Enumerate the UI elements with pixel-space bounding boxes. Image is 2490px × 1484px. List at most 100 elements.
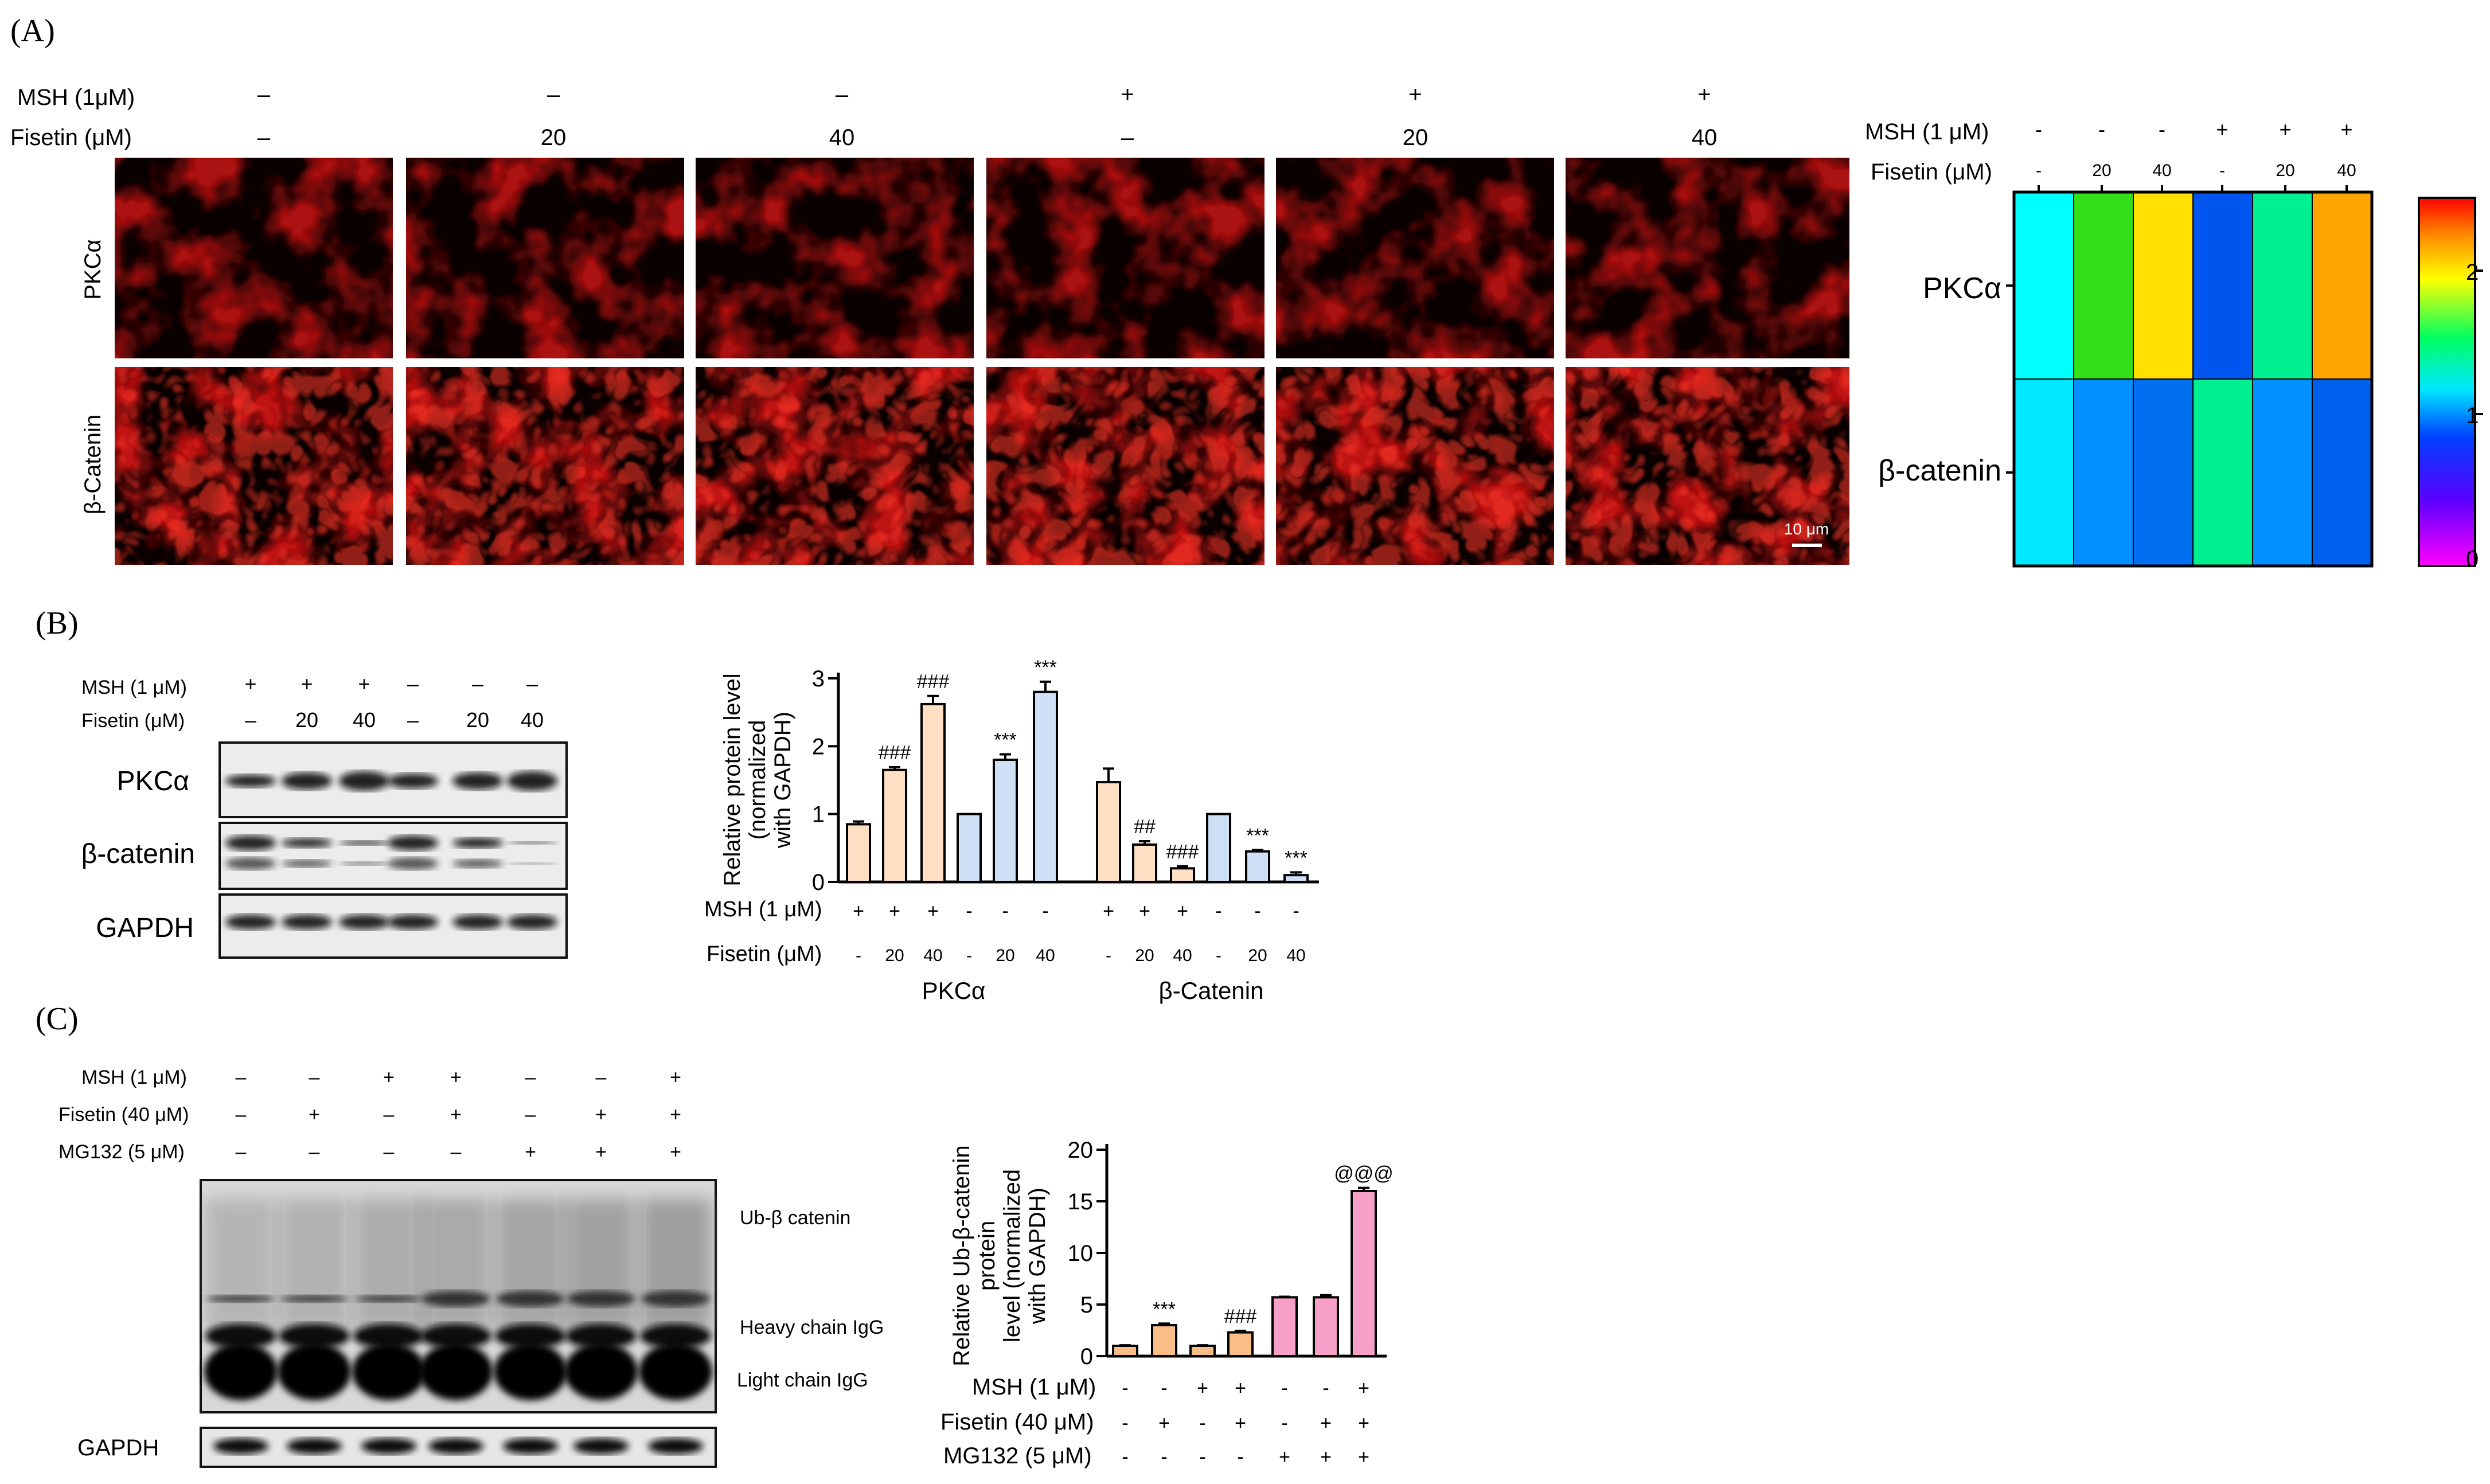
- significance-mark: ###: [1166, 841, 1199, 863]
- significance-mark: ***: [1034, 657, 1057, 678]
- bar: [993, 759, 1018, 883]
- panel-c-sign: +: [450, 1104, 462, 1126]
- y-tick-label: 0: [1080, 1344, 1093, 1369]
- chart-b-msh-sign: -: [1002, 900, 1008, 922]
- significance-mark: ***: [994, 729, 1017, 751]
- bar: [1151, 1324, 1177, 1357]
- fluorescence-image: [1276, 367, 1554, 565]
- y-axis-label: (normalized: [745, 720, 770, 840]
- significance-mark: ###: [1224, 1306, 1257, 1327]
- panel-c-sign: +: [670, 1104, 681, 1126]
- panel-a-msh-sign: –: [257, 82, 271, 107]
- chart-b-group-label-pkc: PKCα: [922, 977, 986, 1004]
- chart-b-fisetin-value: 40: [1286, 946, 1305, 965]
- chart-b-fisetin-value: 40: [1173, 946, 1192, 965]
- bar: [846, 823, 871, 883]
- heatmap-fisetin-value: -: [2036, 161, 2042, 180]
- chart-c-sign: +: [1320, 1412, 1332, 1434]
- chart-c-sign: -: [1161, 1377, 1167, 1399]
- panel-a-fisetin-value: 40: [1692, 125, 1718, 150]
- panel-b-msh-sign: +: [358, 672, 370, 696]
- fluorescence-image: [406, 158, 684, 358]
- panel-c-sign: –: [309, 1067, 320, 1088]
- panel-a: (A) MSH (1μM) Fisetin (μM) – – – + + + –20 40–…: [10, 13, 2483, 572]
- y-axis-label: protein: [974, 1221, 1000, 1291]
- chart-b-fisetin-value: -: [856, 946, 861, 965]
- y-tick-label: 5: [1080, 1292, 1093, 1318]
- significance-mark: ###: [917, 671, 950, 693]
- panel-c-sign: +: [670, 1067, 681, 1088]
- bar: [1170, 867, 1195, 884]
- chart-c-sign: -: [1122, 1446, 1128, 1468]
- fluorescence-image: [696, 158, 974, 358]
- fluorescence-image: [1276, 158, 1554, 358]
- blot-label-catenin: β-catenin: [81, 839, 195, 869]
- chart-b-fisetin-value: 40: [923, 946, 942, 965]
- chart-c-sign: -: [1122, 1412, 1128, 1434]
- chart-b: 0 1 2 3 Relative protein level (normalized wit…: [720, 657, 1319, 965]
- fluorescence-image: [1566, 158, 1849, 358]
- heatmap-msh-sign: -: [2035, 118, 2042, 141]
- y-tick-label: 20: [1068, 1138, 1094, 1163]
- bar: [1112, 1345, 1138, 1357]
- panel-a-fisetin-value: 20: [541, 125, 567, 150]
- panel-a-row-label-catenin: β-Catenin: [80, 415, 106, 514]
- panel-a-msh-sign: –: [547, 82, 560, 107]
- significance-mark: ***: [1285, 847, 1308, 869]
- panel-c-sign: +: [450, 1067, 462, 1088]
- y-axis-label: Relative protein level: [720, 673, 745, 886]
- heatmap-cell-pkc: [2133, 192, 2194, 380]
- bar: [1283, 874, 1309, 883]
- colorbar-tick-1: 1: [2466, 403, 2479, 428]
- western-blot: [218, 741, 568, 818]
- panel-c-sign: –: [236, 1104, 247, 1126]
- scale-bar-label: 10 μm: [1784, 520, 1829, 538]
- panel-a-msh-sign: +: [1697, 82, 1711, 107]
- colorbar: [2418, 197, 2476, 567]
- panel-b-msh-sign: +: [300, 672, 313, 696]
- panel-c-sign: –: [525, 1104, 536, 1126]
- heatmap-cell-pkc: [2312, 192, 2372, 380]
- chart-c-sign: +: [1358, 1412, 1369, 1434]
- chart-b-fisetin-value: 20: [1248, 946, 1267, 965]
- heatmap-fisetin-value: 20: [2092, 161, 2111, 180]
- heatmap-cell-catenin: [2192, 378, 2253, 567]
- chart-c-sign: +: [1197, 1377, 1208, 1399]
- chart-c-fisetin-label: Fisetin (40 μM): [940, 1409, 1094, 1435]
- y-tick-label: 10: [1068, 1241, 1094, 1266]
- panel-a-fisetin-value: –: [1121, 125, 1134, 150]
- panel-b: (B) MSH (1 μM) Fisetin (μM) + + + – – – –20 40…: [36, 606, 1319, 1004]
- heatmap-cell-pkc: [2073, 192, 2134, 380]
- panel-c-mg132-label: MG132 (5 μM): [58, 1141, 185, 1163]
- panel-c-sign: –: [451, 1141, 462, 1163]
- heatmap-cell-catenin: [2073, 378, 2134, 567]
- panel-c-sign: +: [595, 1141, 607, 1163]
- band-label-light-chain: Light chain IgG: [737, 1369, 868, 1391]
- fluorescence-image: [406, 367, 684, 565]
- heatmap-msh-sign: -: [2098, 118, 2105, 141]
- chart-b-msh-sign: -: [1254, 900, 1260, 922]
- panel-c-sign: +: [309, 1104, 320, 1126]
- chart-c-sign: -: [1122, 1377, 1128, 1399]
- heatmap-fisetin-value: -: [2219, 161, 2225, 180]
- panel-b-fisetin-value: 40: [353, 708, 376, 732]
- chart-b-msh-sign: +: [927, 900, 939, 922]
- heatmap-fisetin-value: 40: [2152, 161, 2171, 180]
- panel-b-fisetin-value: –: [245, 708, 256, 732]
- panel-b-msh-sign: –: [407, 672, 419, 696]
- bar: [1313, 1296, 1339, 1357]
- chart-c-sign: +: [1235, 1377, 1246, 1399]
- panel-c-sign: +: [595, 1104, 607, 1126]
- chart-c-sign: +: [1358, 1377, 1369, 1399]
- panel-c-gapdh-label: GAPDH: [77, 1435, 159, 1460]
- y-tick-label: 1: [812, 802, 825, 827]
- panel-c-sign: –: [596, 1067, 607, 1088]
- colorbar-tick-0: 0: [2466, 546, 2479, 572]
- chart-c-sign: -: [1237, 1446, 1243, 1468]
- chart-b-msh-sign: +: [853, 900, 864, 922]
- chart-b-group-label-catenin: β-Catenin: [1159, 977, 1264, 1004]
- scale-bar: [1792, 544, 1822, 547]
- chart-c-sign: +: [1358, 1446, 1369, 1468]
- significance-mark: ##: [1134, 816, 1156, 838]
- fluorescence-image: [986, 158, 1264, 358]
